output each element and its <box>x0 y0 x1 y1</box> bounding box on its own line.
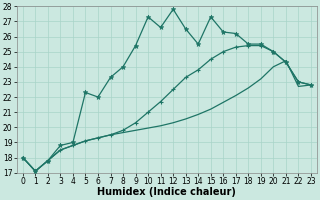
X-axis label: Humidex (Indice chaleur): Humidex (Indice chaleur) <box>98 187 236 197</box>
